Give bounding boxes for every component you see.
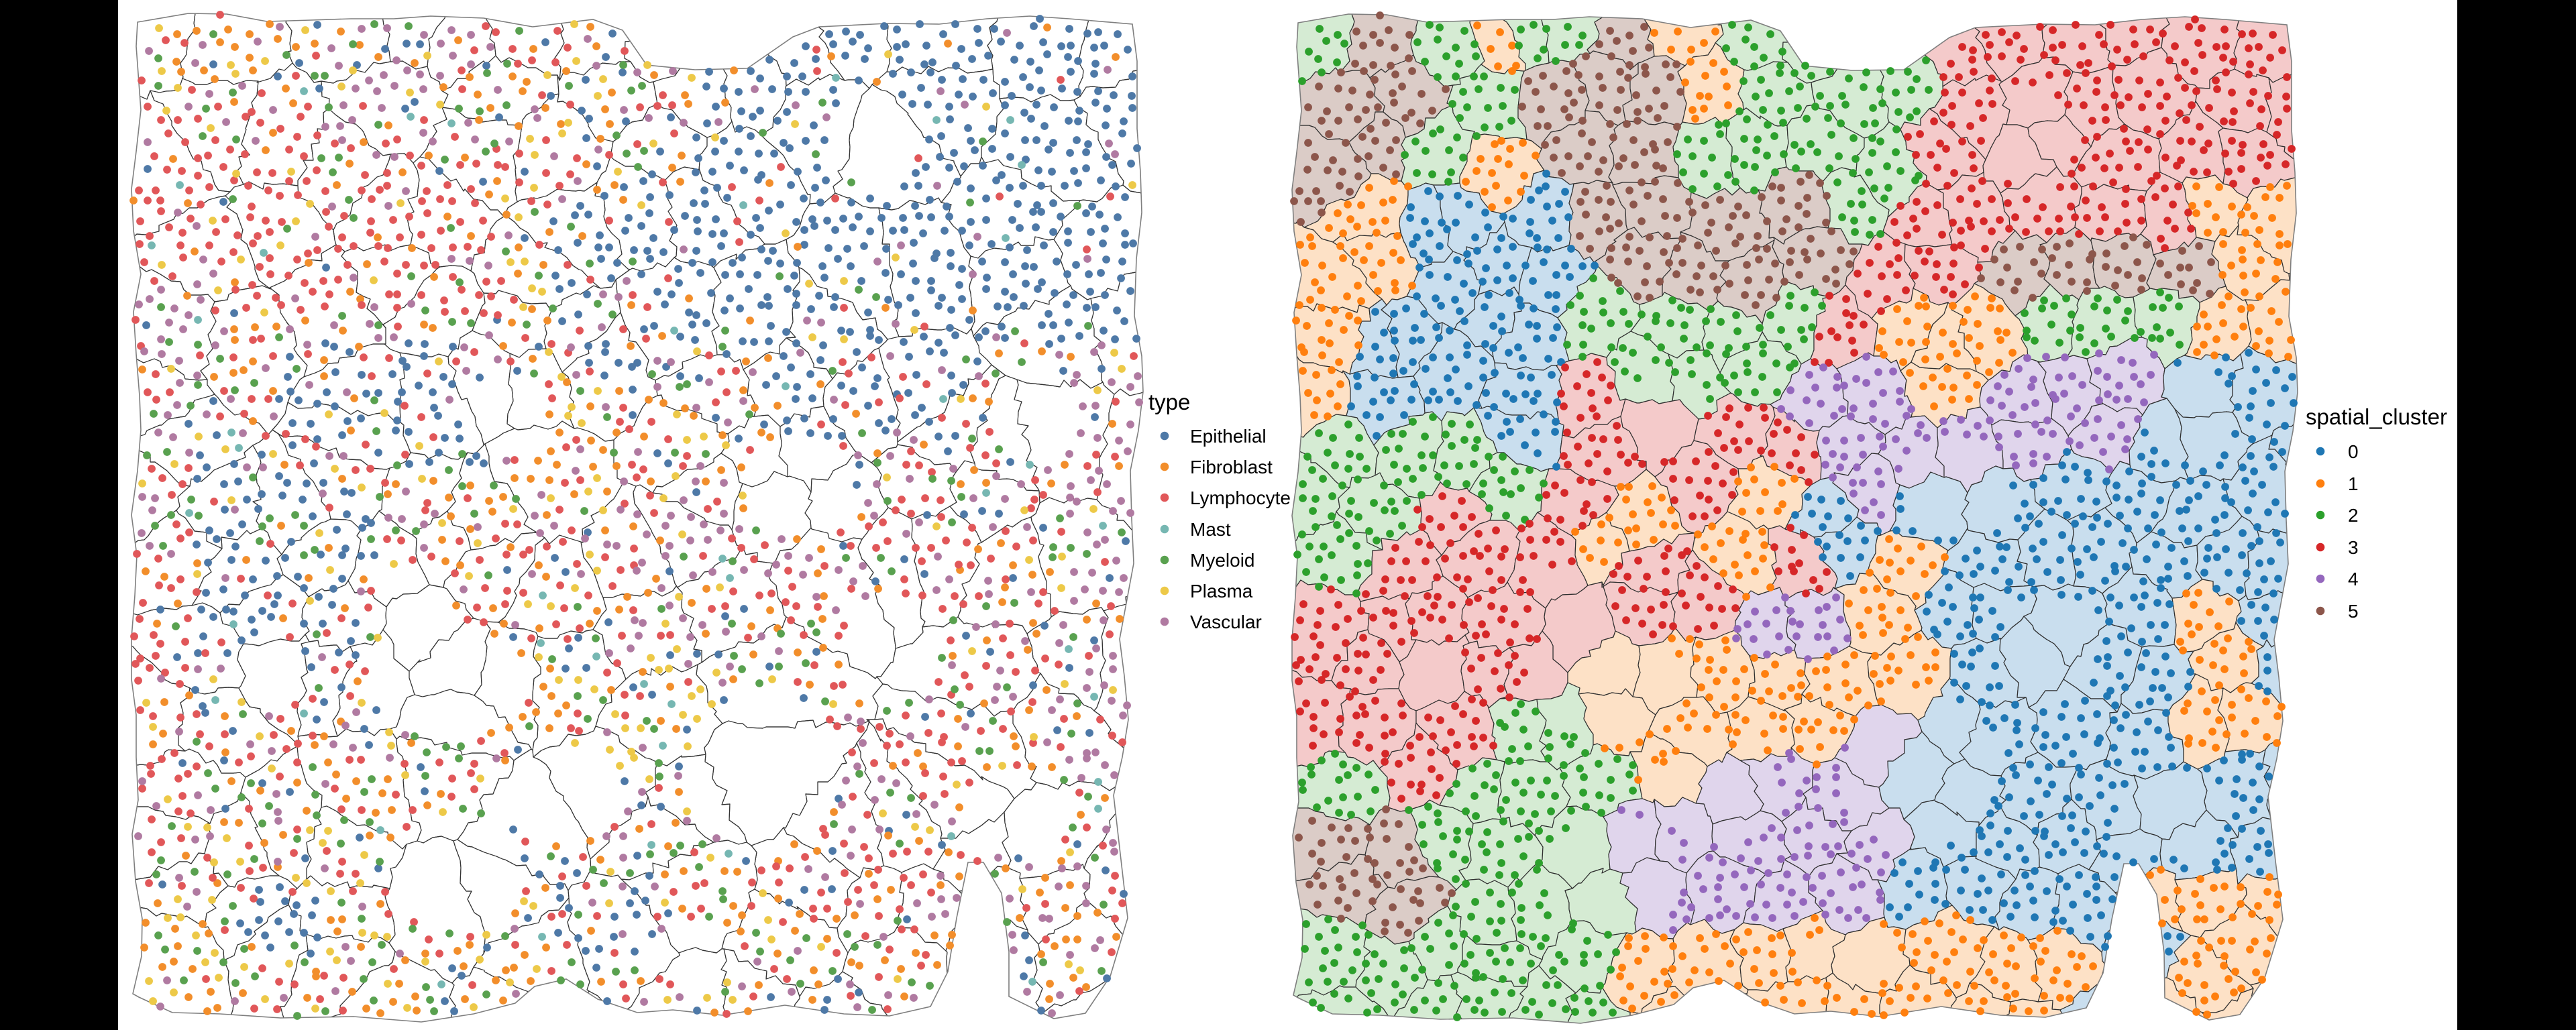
svg-text:Plasma: Plasma [1190,581,1253,602]
svg-text:0: 0 [2348,441,2359,462]
svg-text:4: 4 [2348,569,2359,589]
svg-text:3: 3 [2348,537,2359,558]
svg-text:spatial_cluster: spatial_cluster [2306,404,2447,429]
svg-text:Mast: Mast [1190,519,1231,540]
svg-text:2: 2 [2348,505,2359,526]
svg-text:Epithelial: Epithelial [1190,426,1267,447]
svg-text:type: type [1148,390,1190,414]
svg-text:Myeloid: Myeloid [1190,550,1254,571]
svg-text:Lymphocyte: Lymphocyte [1190,488,1291,508]
svg-text:Fibroblast: Fibroblast [1190,457,1273,477]
svg-text:Vascular: Vascular [1190,612,1262,632]
svg-text:1: 1 [2348,473,2359,494]
svg-text:5: 5 [2348,601,2359,622]
